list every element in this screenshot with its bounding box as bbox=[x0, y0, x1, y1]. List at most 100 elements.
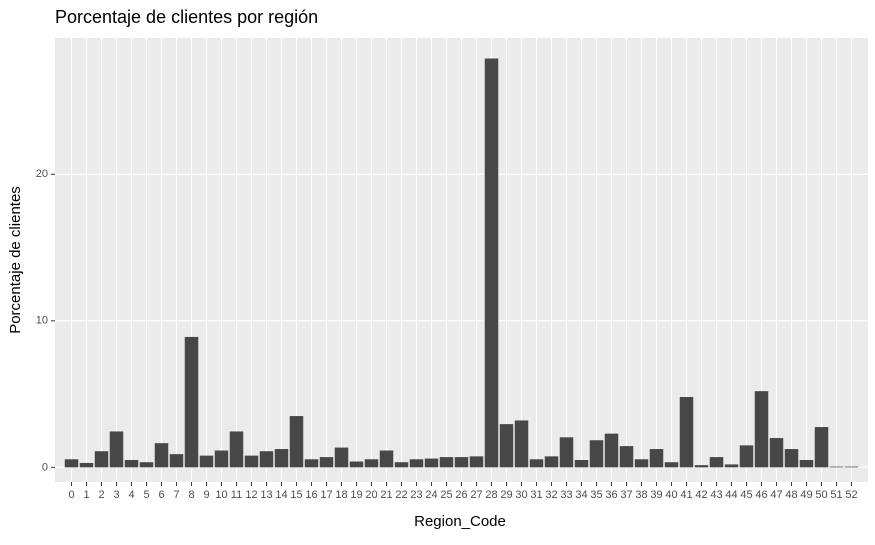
x-tick-label: 23 bbox=[410, 489, 422, 501]
x-tick-label: 34 bbox=[575, 489, 587, 501]
x-tick-label: 8 bbox=[188, 489, 194, 501]
bar bbox=[469, 456, 484, 468]
x-tick-label: 43 bbox=[710, 489, 722, 501]
bar bbox=[454, 457, 469, 468]
bar bbox=[199, 455, 214, 468]
x-tick-label: 40 bbox=[665, 489, 677, 501]
x-tick-label: 13 bbox=[260, 489, 272, 501]
bar bbox=[259, 451, 274, 468]
bar bbox=[784, 449, 799, 468]
bar bbox=[304, 459, 319, 468]
x-tick-label: 12 bbox=[245, 489, 257, 501]
x-tick-label: 31 bbox=[530, 489, 542, 501]
x-tick-label: 44 bbox=[725, 489, 737, 501]
y-axis-title: Porcentaje de clientes bbox=[7, 186, 24, 334]
y-tick-label: 0 bbox=[42, 461, 48, 473]
x-tick-label: 1 bbox=[83, 489, 89, 501]
bar bbox=[379, 450, 394, 468]
bar bbox=[64, 459, 79, 468]
bar bbox=[814, 427, 829, 468]
x-tick-label: 22 bbox=[395, 489, 407, 501]
bar bbox=[409, 459, 424, 468]
bar bbox=[289, 416, 304, 468]
bar bbox=[184, 336, 199, 468]
bar bbox=[169, 454, 184, 468]
x-tick-label: 18 bbox=[335, 489, 347, 501]
bar bbox=[439, 457, 454, 468]
bar bbox=[79, 462, 94, 468]
x-axis-title: Region_Code bbox=[414, 513, 506, 530]
bar bbox=[679, 397, 694, 468]
x-tick-label: 14 bbox=[275, 489, 287, 501]
x-tick-label: 50 bbox=[815, 489, 827, 501]
x-tick-label: 7 bbox=[173, 489, 179, 501]
bar bbox=[334, 447, 349, 468]
bar bbox=[139, 462, 154, 468]
x-tick-label: 16 bbox=[305, 489, 317, 501]
bar bbox=[244, 455, 259, 468]
x-tick-label: 27 bbox=[470, 489, 482, 501]
x-tick-label: 24 bbox=[425, 489, 437, 501]
x-tick-label: 29 bbox=[500, 489, 512, 501]
x-tick-label: 15 bbox=[290, 489, 302, 501]
x-tick-label: 47 bbox=[770, 489, 782, 501]
bar bbox=[574, 460, 589, 468]
x-tick-label: 4 bbox=[128, 489, 134, 501]
x-tick-label: 37 bbox=[620, 489, 632, 501]
bar bbox=[109, 431, 124, 468]
x-tick-label: 52 bbox=[845, 489, 857, 501]
x-tick-label: 19 bbox=[350, 489, 362, 501]
x-tick-label: 45 bbox=[740, 489, 752, 501]
bar bbox=[364, 459, 379, 468]
bar bbox=[124, 460, 139, 468]
bar bbox=[529, 459, 544, 468]
bar bbox=[559, 437, 574, 468]
bar bbox=[319, 457, 334, 468]
bar bbox=[394, 462, 409, 468]
x-tick-label: 51 bbox=[830, 489, 842, 501]
bar bbox=[649, 449, 664, 468]
x-tick-label: 26 bbox=[455, 489, 467, 501]
x-tick-label: 30 bbox=[515, 489, 527, 501]
bar bbox=[619, 446, 634, 468]
x-tick-label: 2 bbox=[98, 489, 104, 501]
bar bbox=[349, 461, 364, 468]
x-tick-label: 49 bbox=[800, 489, 812, 501]
chart-title: Porcentaje de clientes por región bbox=[55, 7, 318, 27]
bar bbox=[214, 450, 229, 468]
x-tick-label: 41 bbox=[680, 489, 692, 501]
bar bbox=[829, 466, 844, 468]
x-tick-label: 10 bbox=[215, 489, 227, 501]
x-tick-label: 28 bbox=[485, 489, 497, 501]
x-tick-label: 42 bbox=[695, 489, 707, 501]
x-tick-label: 25 bbox=[440, 489, 452, 501]
bar bbox=[754, 391, 769, 468]
x-tick-label: 35 bbox=[590, 489, 602, 501]
bar bbox=[544, 456, 559, 468]
bar bbox=[604, 433, 619, 468]
x-tick-label: 46 bbox=[755, 489, 767, 501]
x-tick-label: 32 bbox=[545, 489, 557, 501]
y-tick-label: 10 bbox=[36, 315, 48, 327]
x-tick-label: 17 bbox=[320, 489, 332, 501]
x-tick-label: 11 bbox=[231, 489, 242, 501]
bar bbox=[724, 464, 739, 468]
bar bbox=[589, 440, 604, 468]
x-tick-label: 9 bbox=[203, 489, 209, 501]
x-tick-label: 5 bbox=[143, 489, 149, 501]
bar bbox=[694, 465, 709, 468]
bar bbox=[229, 431, 244, 468]
x-tick-label: 3 bbox=[113, 489, 119, 501]
bar bbox=[844, 466, 859, 468]
bar bbox=[484, 58, 499, 468]
x-tick-label: 38 bbox=[635, 489, 647, 501]
x-tick-label: 6 bbox=[158, 489, 164, 501]
y-tick-label: 20 bbox=[36, 168, 48, 180]
bar bbox=[709, 457, 724, 468]
x-tick-label: 21 bbox=[380, 489, 392, 501]
x-tick-label: 0 bbox=[68, 489, 74, 501]
bar bbox=[739, 445, 754, 468]
bar bbox=[94, 451, 109, 468]
bar bbox=[154, 443, 169, 468]
